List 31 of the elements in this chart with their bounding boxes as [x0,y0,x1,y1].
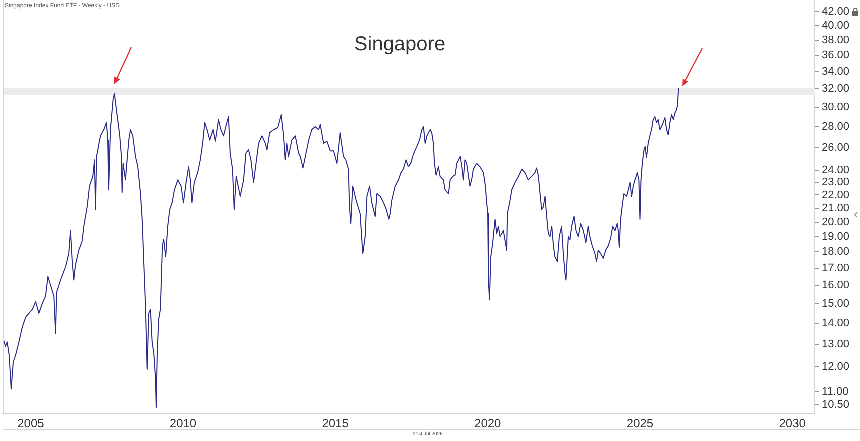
x-tick-label: 2025 [626,416,654,431]
x-tick-label: 2010 [170,416,197,431]
y-tick-label: 28.00 [822,120,850,133]
y-tick-label: 23.00 [822,176,850,189]
y-tick-label: 18.00 [822,246,850,258]
x-tick-label: 2020 [474,416,502,431]
x-tick-label: 2015 [322,416,350,431]
y-tick-label: 13.00 [822,338,850,350]
y-tick-label: 22.00 [822,189,850,202]
y-tick-label: 32.00 [822,83,850,96]
y-tick-label: 19.00 [822,230,850,243]
y-tick-label: 26.00 [822,142,850,154]
y-tick-label: 15.00 [822,298,850,310]
y-tick-label: 34.00 [822,66,850,78]
y-tick-label: 10.50 [822,398,850,411]
y-tick-label: 24.00 [822,164,850,177]
y-tick-label: 12.00 [822,361,850,374]
x-tick-label: 2005 [18,416,45,431]
y-tick-label: 42.00 [822,6,850,18]
y-tick-label: 16.00 [822,280,850,292]
y-tick-label: 36.00 [822,50,850,62]
y-tick-label: 40.00 [822,20,850,32]
text: Singapore [354,34,446,56]
y-tick-label: 11.00 [822,386,849,398]
x-tick-label: 2030 [779,416,806,431]
y-tick-label: 38.00 [822,34,850,46]
y-tick-label: 30.00 [822,101,850,114]
y-tick-label: 20.00 [822,216,850,228]
y-tick-label: 17.00 [822,262,850,274]
y-tick-label: 14.00 [822,317,850,330]
y-tick-label: 21.00 [822,202,850,214]
